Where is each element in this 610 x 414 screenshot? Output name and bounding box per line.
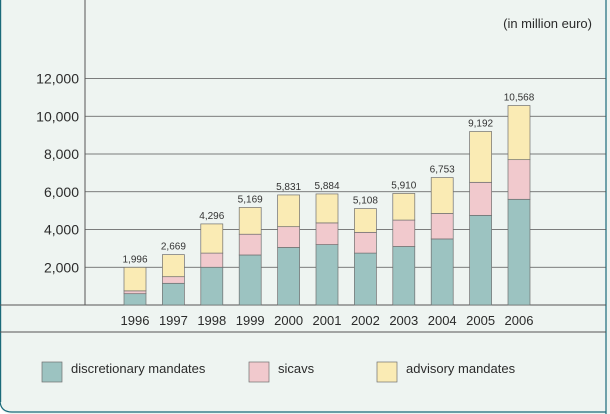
bar-2001-series-0 xyxy=(315,244,339,306)
bar-1999-series-0 xyxy=(238,254,262,306)
data-label-2004: 6,753 xyxy=(430,165,455,176)
bar-2005-series-1 xyxy=(469,181,492,216)
y-tick-label-1: 4,000 xyxy=(44,222,79,238)
frame-bottom-border xyxy=(0,399,606,413)
bar-2004-series-1 xyxy=(430,213,454,240)
data-label-2001: 5,884 xyxy=(314,181,339,192)
bar-2004-series-0 xyxy=(430,238,454,306)
bar-2000-series-1 xyxy=(277,226,300,248)
x-tick-label-1999: 1999 xyxy=(236,313,265,328)
x-tick-label-2004: 2004 xyxy=(428,313,457,328)
y-tick-label-0: 2,000 xyxy=(44,259,79,275)
bars xyxy=(123,105,531,306)
bar-2006-series-2 xyxy=(507,105,531,161)
data-label-2000: 5,831 xyxy=(276,182,301,193)
data-label-2003: 5,910 xyxy=(391,180,416,191)
x-tick-label-2001: 2001 xyxy=(313,313,342,328)
data-label-1999: 5,169 xyxy=(238,194,263,205)
data-label-2005: 9,192 xyxy=(468,119,493,130)
bar-2006-series-1 xyxy=(507,159,531,200)
y-tick-labels: 2,000 4,000 6,000 8,000 10,000 12,000 xyxy=(36,71,79,276)
bar-1996-series-1 xyxy=(123,290,147,295)
bar-2005-series-0 xyxy=(469,214,492,306)
data-label-1997: 2,669 xyxy=(161,242,186,253)
bar-2006-series-0 xyxy=(507,198,531,306)
legend-label-1: sicavs xyxy=(278,361,315,376)
data-labels: 1,996 2,669 4,296 5,169 5,831 5,884 5,108 5,910… xyxy=(122,93,534,266)
x-tick-labels: 1996 1997 1998 1999 2000 2001 2002 2003 2004 2005… xyxy=(121,313,534,328)
bar-2001-series-1 xyxy=(315,222,339,245)
y-tick-label-3: 8,000 xyxy=(44,146,79,162)
bar-2002-series-0 xyxy=(354,252,377,306)
bar-2003-series-0 xyxy=(392,246,416,306)
unit-note: (in million euro) xyxy=(503,16,592,31)
data-label-2002: 5,108 xyxy=(353,196,378,207)
y-tick-label-4: 10,000 xyxy=(36,108,79,124)
bar-1997-series-1 xyxy=(162,276,185,284)
legend-swatch-0 xyxy=(41,361,63,383)
x-tick-label-2002: 2002 xyxy=(351,313,380,328)
bar-1996-series-0 xyxy=(123,293,147,306)
legend-label-0: discretionary mandates xyxy=(71,361,206,376)
bar-2002-series-2 xyxy=(354,208,377,233)
bar-1997-series-0 xyxy=(162,282,185,306)
bar-1996-series-2 xyxy=(123,266,147,292)
bar-2004-series-2 xyxy=(430,177,454,214)
x-tick-label-2005: 2005 xyxy=(466,313,495,328)
bar-1998-series-0 xyxy=(200,266,224,306)
bar-2000-series-0 xyxy=(277,247,300,306)
bar-1998-series-2 xyxy=(200,223,224,254)
bar-2003-series-2 xyxy=(392,193,416,221)
legend-label-2: advisory mandates xyxy=(406,361,516,376)
bar-2002-series-1 xyxy=(354,231,377,254)
bar-2005-series-2 xyxy=(469,131,492,183)
x-tick-label-1997: 1997 xyxy=(159,313,188,328)
y-tick-label-2: 6,000 xyxy=(44,184,79,200)
y-tick-label-5: 12,000 xyxy=(36,71,79,87)
legend: discretionary mandates sicavs advisory man… xyxy=(41,361,516,383)
legend-swatch-2 xyxy=(376,361,398,383)
data-label-2006: 10,568 xyxy=(504,93,535,104)
bar-1999-series-2 xyxy=(238,207,262,235)
x-tick-label-1996: 1996 xyxy=(121,313,150,328)
x-tick-label-1998: 1998 xyxy=(197,313,226,328)
legend-swatch-1 xyxy=(248,361,270,383)
bar-1999-series-1 xyxy=(238,233,262,256)
bar-2001-series-2 xyxy=(315,193,339,224)
bar-1997-series-2 xyxy=(162,254,185,278)
data-label-1996: 1,996 xyxy=(122,254,147,265)
data-label-1998: 4,296 xyxy=(199,211,224,222)
bar-1998-series-1 xyxy=(200,252,224,268)
bar-2000-series-2 xyxy=(277,194,300,228)
bar-2003-series-1 xyxy=(392,219,416,247)
x-tick-label-2000: 2000 xyxy=(274,313,303,328)
x-tick-label-2006: 2006 xyxy=(505,313,534,328)
x-tick-label-2003: 2003 xyxy=(389,313,418,328)
